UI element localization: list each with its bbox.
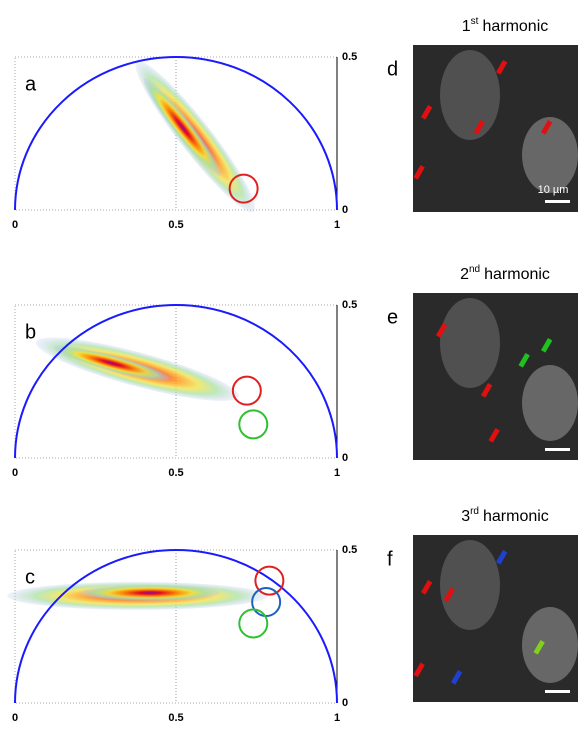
signal: [421, 580, 433, 595]
signal: [496, 550, 508, 565]
y-tick-label: 0: [342, 452, 348, 464]
signal: [488, 428, 500, 443]
cell: [440, 298, 500, 388]
density-cloud: [80, 584, 221, 601]
image-letter: d: [387, 58, 398, 80]
signal: [413, 662, 425, 678]
panel-letter: b: [25, 321, 36, 343]
y-tick-label: 0.5: [342, 51, 357, 63]
title-ordinal: 2: [460, 266, 469, 283]
scale-label: 10 µm: [538, 184, 569, 196]
signal: [481, 383, 493, 398]
x-tick-label: 0.5: [168, 712, 183, 724]
cell: [522, 607, 578, 683]
universal-circle: [14, 549, 338, 704]
x-tick-label: 1: [334, 712, 340, 724]
density-cloud: [53, 345, 170, 381]
image-letter: f: [387, 548, 393, 570]
y-tick-label: 0.5: [342, 544, 357, 556]
panel-letter: c: [25, 566, 35, 588]
plot-frame: [14, 56, 338, 211]
signal: [413, 165, 425, 180]
signal: [541, 338, 553, 353]
signal: [496, 59, 508, 75]
universal-circle: [14, 56, 338, 211]
x-tick-label: 1: [334, 219, 340, 231]
universal-circle: [14, 304, 338, 459]
roi-circle: [238, 608, 269, 639]
x-tick-label: 0.5: [168, 219, 183, 231]
cell: [440, 540, 500, 630]
image-title: 3rd harmonic: [461, 506, 549, 526]
signal: [533, 640, 545, 655]
plot-frame: [14, 549, 338, 704]
roi-circle: [231, 375, 262, 406]
title-text: harmonic: [482, 18, 548, 35]
signal: [421, 105, 433, 120]
image-title: 2nd harmonic: [460, 264, 550, 284]
roi-circle: [251, 587, 282, 618]
title-suffix: nd: [469, 264, 480, 275]
title-suffix: st: [471, 16, 479, 27]
scale-bar: [545, 448, 570, 451]
title-text: harmonic: [483, 508, 549, 525]
title-suffix: rd: [470, 506, 479, 517]
scale-bar: [545, 690, 570, 693]
scale-bar: [545, 200, 570, 203]
x-tick-label: 1: [334, 467, 340, 479]
signal: [518, 353, 530, 368]
title-ordinal: 1: [462, 18, 471, 35]
signal: [451, 670, 463, 685]
image-title: 1st harmonic: [462, 16, 549, 36]
roi-circle: [238, 409, 269, 440]
roi-circle: [254, 565, 285, 596]
y-tick-label: 0.5: [342, 299, 357, 311]
density-cloud: [143, 78, 222, 177]
roi-circle: [228, 173, 259, 204]
cell: [522, 117, 578, 193]
x-tick-label: 0.5: [168, 467, 183, 479]
image-letter: e: [387, 306, 398, 328]
panel-letter: a: [25, 73, 37, 95]
cell: [440, 50, 500, 140]
signal: [436, 323, 448, 338]
x-tick-label: 0: [12, 219, 18, 231]
cell: [522, 365, 578, 441]
y-tick-label: 0: [342, 204, 348, 216]
title-text: harmonic: [484, 266, 550, 283]
title-ordinal: 3: [461, 508, 470, 525]
signal: [443, 587, 455, 603]
plot-frame: [14, 304, 338, 459]
x-tick-label: 0: [12, 467, 18, 479]
signal: [473, 119, 485, 135]
signal: [541, 120, 553, 135]
x-tick-label: 0: [12, 712, 18, 724]
y-tick-label: 0: [342, 697, 348, 709]
